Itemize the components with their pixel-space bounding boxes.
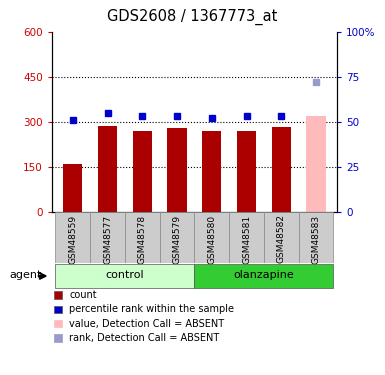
Text: count: count bbox=[69, 290, 97, 300]
Bar bbox=[55, 264, 194, 288]
Bar bbox=[133, 131, 152, 212]
Text: GSM48577: GSM48577 bbox=[103, 214, 112, 264]
Text: GSM48580: GSM48580 bbox=[207, 214, 216, 264]
Text: GSM48578: GSM48578 bbox=[138, 214, 147, 264]
Text: GSM48582: GSM48582 bbox=[277, 214, 286, 263]
Text: value, Detection Call = ABSENT: value, Detection Call = ABSENT bbox=[69, 319, 224, 328]
Bar bbox=[306, 116, 326, 212]
Text: GSM48581: GSM48581 bbox=[242, 214, 251, 264]
Bar bbox=[160, 212, 194, 262]
Bar bbox=[63, 164, 82, 212]
Bar bbox=[229, 212, 264, 262]
Bar bbox=[264, 212, 299, 262]
Bar bbox=[194, 264, 333, 288]
Bar bbox=[202, 132, 221, 212]
Text: percentile rank within the sample: percentile rank within the sample bbox=[69, 304, 234, 314]
Text: agent: agent bbox=[10, 270, 42, 280]
Bar bbox=[299, 212, 333, 262]
Bar bbox=[90, 212, 125, 262]
Text: GDS2608 / 1367773_at: GDS2608 / 1367773_at bbox=[107, 9, 278, 25]
Bar bbox=[194, 212, 229, 262]
Bar bbox=[237, 132, 256, 212]
Text: rank, Detection Call = ABSENT: rank, Detection Call = ABSENT bbox=[69, 333, 219, 343]
Bar bbox=[167, 129, 187, 212]
Bar bbox=[98, 126, 117, 212]
Bar bbox=[272, 127, 291, 212]
Text: GSM48559: GSM48559 bbox=[68, 214, 77, 264]
Text: GSM48579: GSM48579 bbox=[172, 214, 182, 264]
Bar bbox=[55, 212, 90, 262]
Bar bbox=[125, 212, 160, 262]
Text: olanzapine: olanzapine bbox=[234, 270, 294, 280]
Text: control: control bbox=[105, 270, 144, 280]
Text: GSM48583: GSM48583 bbox=[311, 214, 321, 264]
